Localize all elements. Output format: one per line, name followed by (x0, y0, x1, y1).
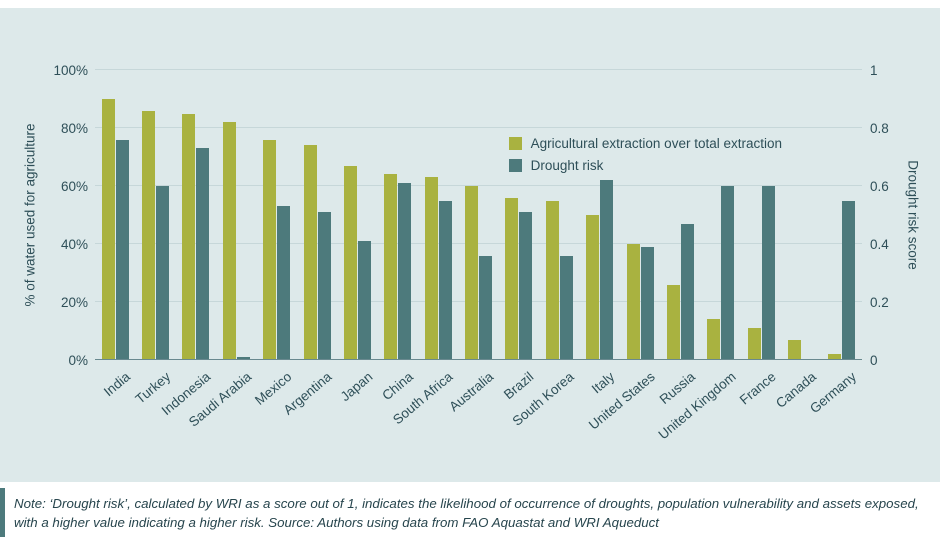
bar-group: Argentina (281, 70, 337, 418)
gridline (95, 185, 862, 186)
drought-risk-bar (156, 186, 170, 360)
agri-extraction-bar (788, 339, 802, 360)
legend-label: Drought risk (530, 158, 604, 173)
legend-swatch-icon (508, 159, 522, 172)
agri-extraction-bar (142, 110, 156, 360)
agri-extraction-bar (545, 200, 559, 360)
agri-extraction-bar (666, 284, 680, 360)
drought-risk-bar (398, 183, 412, 360)
agri-extraction-bar (263, 139, 277, 360)
category-label: India (100, 369, 133, 400)
right-tick-label: 1 (870, 62, 878, 78)
agri-extraction-bar (626, 244, 640, 360)
left-tick-label: 40% (60, 236, 88, 252)
agri-extraction-bar (828, 354, 842, 360)
left-tick-label: 0% (68, 352, 88, 368)
gridline (95, 243, 862, 244)
category-label: Brazil (501, 369, 537, 403)
legend-swatch-icon (508, 137, 522, 150)
bar-group: Italy (580, 70, 620, 396)
gridlines (95, 69, 862, 360)
right-tick-label: 0 (870, 352, 878, 368)
gridline (95, 69, 862, 70)
bar-group: Germany (807, 70, 862, 416)
category-label: Japan (337, 369, 376, 405)
drought-risk-bar (357, 241, 371, 360)
bar-group: South Korea (510, 70, 579, 429)
bar-group: Australia (446, 70, 498, 414)
bar-group: United States (586, 70, 660, 433)
drought-risk-bar (196, 148, 210, 360)
drought-risk-bar (600, 180, 614, 360)
left-tick-label: 20% (60, 294, 88, 310)
drought-risk-bar (277, 206, 291, 360)
agri-extraction-bar (424, 177, 438, 360)
drought-risk-bar (317, 212, 331, 360)
bar-group: Japan (337, 70, 377, 404)
bar-group: Brazil (499, 70, 539, 402)
right-tick-label: 0.6 (870, 178, 889, 194)
drought-risk-bar (115, 139, 129, 360)
agri-extraction-bar (384, 174, 398, 360)
bar-group: Saudi Arabia (186, 70, 256, 430)
figure-panel: % of water used for agriculture Drought … (0, 8, 940, 482)
legend: Agricultural extraction over total extra… (508, 136, 782, 173)
category-label: Italy (588, 369, 618, 397)
bar-group: India (95, 70, 135, 399)
left-tick-label: 80% (60, 120, 88, 136)
drought-risk-bar (842, 200, 856, 360)
bar-groups: India Turkey Indonesia Saudi Arabia Mexico Ar… (95, 70, 862, 442)
bar-group: China (378, 70, 418, 403)
gridline (95, 127, 862, 128)
agri-extraction-bar (747, 328, 761, 360)
agri-extraction-bar (343, 165, 357, 360)
bar-group: South Africa (390, 70, 458, 427)
left-axis-ticks: 0% 20% 40% 60% 80% 100% (30, 63, 88, 366)
agri-extraction-bar (182, 113, 196, 360)
bar-group: Mexico (252, 70, 297, 408)
x-axis-line (95, 359, 862, 360)
bar-group: Russia (657, 70, 700, 407)
drought-risk-bar (559, 255, 573, 360)
agri-extraction-bar (707, 319, 721, 360)
legend-item: Agricultural extraction over total extra… (508, 136, 782, 151)
drought-risk-bar (640, 246, 654, 360)
agri-extraction-bar (303, 145, 317, 360)
right-tick-label: 0.8 (870, 120, 889, 136)
bar-group: France (737, 70, 781, 408)
legend-label: Agricultural extraction over total extra… (530, 136, 782, 151)
drought-risk-bar (680, 223, 694, 360)
agri-extraction-bar (586, 215, 600, 360)
agri-extraction-bar (222, 122, 236, 360)
right-tick-label: 0.2 (870, 294, 889, 310)
drought-risk-bar (761, 186, 775, 360)
legend-item: Drought risk (508, 158, 604, 173)
drought-risk-bar (438, 200, 452, 360)
gridline (95, 301, 862, 302)
right-axis-ticks: 0 0.2 0.4 0.6 0.8 1 (870, 63, 925, 366)
bar-group: United Kingdom (655, 70, 741, 442)
agri-extraction-bar (465, 186, 479, 360)
plot-area: India Turkey Indonesia Saudi Arabia Mexico Ar… (95, 69, 862, 442)
bar-group: Canada (773, 70, 821, 411)
drought-risk-bar (519, 212, 533, 360)
agri-extraction-bar (505, 197, 519, 360)
bar-group: Indonesia (159, 70, 216, 418)
right-tick-label: 0.4 (870, 236, 889, 252)
left-tick-label: 100% (53, 62, 88, 78)
left-tick-label: 60% (60, 178, 88, 194)
agri-extraction-bar (101, 99, 115, 360)
note: Note: ‘Drought risk’, calculated by WRI … (0, 488, 940, 537)
note-text: Note: ‘Drought risk’, calculated by WRI … (14, 496, 919, 530)
drought-risk-bar (479, 255, 493, 360)
drought-risk-bar (236, 357, 250, 360)
drought-risk-bar (721, 186, 735, 360)
bar-group: Turkey (132, 70, 175, 407)
category-label: Australia (446, 369, 497, 415)
category-label: France (736, 369, 779, 408)
